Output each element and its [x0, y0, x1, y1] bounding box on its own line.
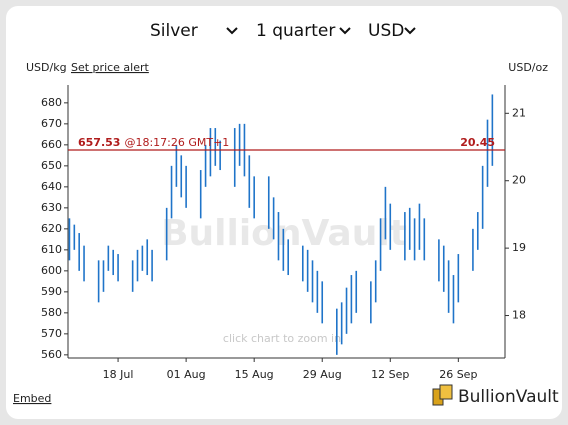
y2-tick-label: 20: [512, 174, 526, 187]
y2-tick-label: 18: [512, 309, 526, 322]
x-tick-label: 15 Aug: [235, 368, 274, 381]
y2-tick-label: 19: [512, 241, 526, 254]
y-tick-label: 580: [41, 306, 62, 319]
y2-tick-label: 21: [512, 106, 526, 119]
current-price-label: 657.53: [78, 136, 120, 149]
y-tick-label: 620: [41, 222, 62, 235]
chevron: [226, 27, 238, 35]
x-tick-label: 29 Aug: [303, 368, 342, 381]
panel: [6, 6, 562, 419]
right-unit: USD/oz: [508, 61, 548, 74]
logo-icon: [439, 384, 453, 400]
x-tick-label: 12 Sep: [371, 368, 409, 381]
x-tick-label: 26 Sep: [439, 368, 477, 381]
logo-text: BullionVault: [458, 387, 559, 407]
price-alert-link[interactable]: Set price alert: [71, 61, 150, 74]
chevron: [339, 27, 351, 35]
current-price-oz: 20.45: [460, 136, 495, 149]
left-unit: USD/kg: [26, 61, 67, 74]
period-option[interactable]: 1 quarter: [256, 21, 335, 41]
y-tick-label: 640: [41, 180, 62, 193]
y-tick-label: 670: [41, 117, 62, 130]
y-tick-label: 660: [41, 138, 62, 151]
period-select[interactable]: 1 quarter: [256, 21, 351, 41]
y-tick-label: 590: [41, 285, 62, 298]
y-tick-label: 630: [41, 201, 62, 214]
current-price-time: @18:17:26 GMT+1: [124, 136, 229, 149]
metal-select[interactable]: Silver: [150, 21, 238, 41]
currency-option[interactable]: USD: [368, 21, 404, 41]
y-tick-label: 680: [41, 96, 62, 109]
embed-link[interactable]: Embed: [13, 392, 51, 405]
zoom-hint: click chart to zoom in: [223, 332, 341, 345]
y-tick-label: 560: [41, 348, 62, 361]
y-tick-label: 570: [41, 327, 62, 340]
y-tick-label: 610: [41, 243, 62, 256]
x-tick-label: 01 Aug: [167, 368, 206, 381]
chevron: [404, 27, 416, 35]
logo[interactable]: BullionVault: [432, 384, 559, 407]
x-tick-label: 18 Jul: [103, 368, 134, 381]
metal-option[interactable]: Silver: [150, 21, 198, 41]
y-tick-label: 600: [41, 264, 62, 277]
y-tick-label: 650: [41, 159, 62, 172]
currency-select[interactable]: USD: [368, 21, 416, 41]
